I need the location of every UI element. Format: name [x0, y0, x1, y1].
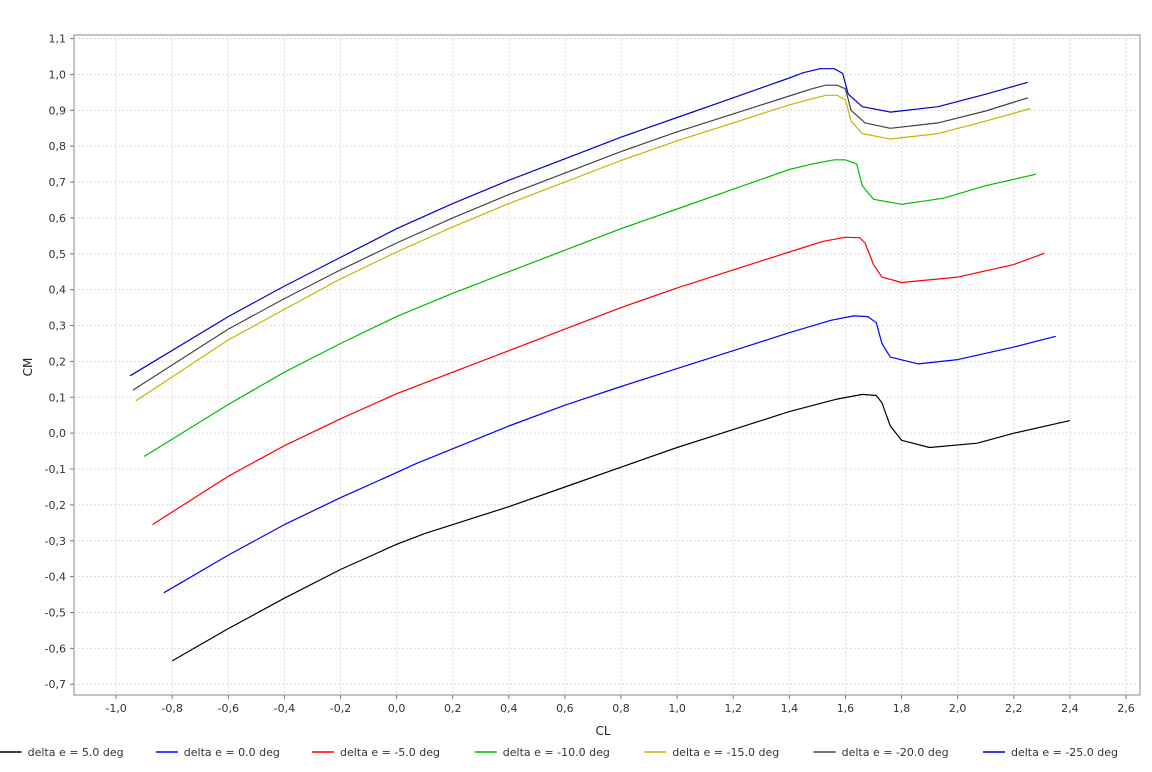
x-tick-label: 1,6 [837, 702, 855, 715]
series-line-7 [129, 68, 1028, 377]
y-tick-label: -0,6 [45, 642, 66, 655]
x-tick-label: 2,2 [1005, 702, 1023, 715]
series-line-3 [152, 236, 1045, 526]
x-tick-label: -0,6 [218, 702, 239, 715]
series-line-5 [135, 94, 1031, 402]
x-tick-label: 1,8 [893, 702, 911, 715]
y-tick-label: 0,7 [49, 176, 67, 189]
y-tick-label: 0,4 [49, 284, 67, 297]
y-tick-label: 0,5 [49, 248, 67, 261]
legend: delta e = 5.0 deg delta e = 0.0 deg delta … [0, 746, 1118, 759]
series-line-1 [171, 393, 1071, 662]
y-tick-label: 1,1 [49, 33, 67, 46]
legend-item-4: delta e = -10.0 deg [474, 746, 610, 759]
x-tick-label: 1,0 [668, 702, 686, 715]
y-axis-title: CM [21, 358, 35, 377]
x-tick-label: -0,8 [161, 702, 182, 715]
y-tick-label: -0,3 [45, 535, 66, 548]
y-tick-label: 0,0 [49, 427, 67, 440]
x-tick-label: 1,2 [724, 702, 742, 715]
y-tick-label: 0,9 [49, 104, 67, 117]
x-tick-label: 0,2 [444, 702, 462, 715]
x-tick-label: 1,4 [781, 702, 799, 715]
x-tick-label: 0,0 [388, 702, 406, 715]
y-tick-label: 0,6 [49, 212, 67, 225]
y-tick-label: -0,7 [45, 678, 66, 691]
x-tick-label: 2,4 [1061, 702, 1079, 715]
series-line-4 [143, 159, 1037, 458]
y-tick-label: -0,4 [45, 571, 66, 584]
series-line-6 [132, 84, 1028, 391]
plot-area [73, 34, 1141, 696]
legend-label: delta e = -20.0 deg [842, 746, 949, 759]
legend-label: delta e = -5.0 deg [340, 746, 440, 759]
legend-label: delta e = 5.0 deg [28, 746, 124, 759]
x-axis: -1,0 -0,8 -0,6 -0,4 -0,2 0,0 0,2 0,4 0,6 0,8 1,0 1,… [105, 695, 1135, 715]
x-tick-label: 2,0 [949, 702, 967, 715]
y-tick-label: 0,3 [49, 320, 67, 333]
legend-item-5: delta e = -15.0 deg [644, 746, 779, 759]
y-tick-label: 1,0 [49, 68, 67, 81]
x-tick-label: -0,4 [274, 702, 295, 715]
grid-lines [74, 35, 1140, 695]
x-tick-label: 0,8 [612, 702, 630, 715]
y-tick-label: 0,2 [49, 355, 67, 368]
series-lines [129, 68, 1071, 662]
y-axis: -0,7 -0,6 -0,5 -0,4 -0,3 -0,2 -0,1 0,0 0,1 0,2 0,3… [45, 33, 74, 691]
series-line-2 [163, 315, 1056, 594]
y-tick-label: -0,5 [45, 607, 66, 620]
x-tick-label: -1,0 [105, 702, 126, 715]
legend-label: delta e = 0.0 deg [184, 746, 280, 759]
legend-item-2: delta e = 0.0 deg [155, 746, 280, 759]
x-tick-label: -0,2 [330, 702, 351, 715]
legend-label: delta e = -15.0 deg [672, 746, 779, 759]
x-tick-label: 0,4 [500, 702, 518, 715]
y-tick-label: -0,2 [45, 499, 66, 512]
legend-item-3: delta e = -5.0 deg [312, 746, 440, 759]
legend-label: delta e = -10.0 deg [503, 746, 610, 759]
legend-label: delta e = -25.0 deg [1011, 746, 1118, 759]
legend-item-7: delta e = -25.0 deg [983, 746, 1118, 759]
x-tick-label: 0,6 [556, 702, 574, 715]
x-axis-title: CL [595, 724, 610, 738]
y-tick-label: 0,1 [49, 391, 67, 404]
y-tick-label: 0,8 [49, 140, 67, 153]
y-tick-label: -0,1 [45, 463, 66, 476]
legend-item-1: delta e = 5.0 deg [0, 746, 124, 759]
x-tick-label: 2,6 [1117, 702, 1135, 715]
legend-item-6: delta e = -20.0 deg [813, 746, 949, 759]
